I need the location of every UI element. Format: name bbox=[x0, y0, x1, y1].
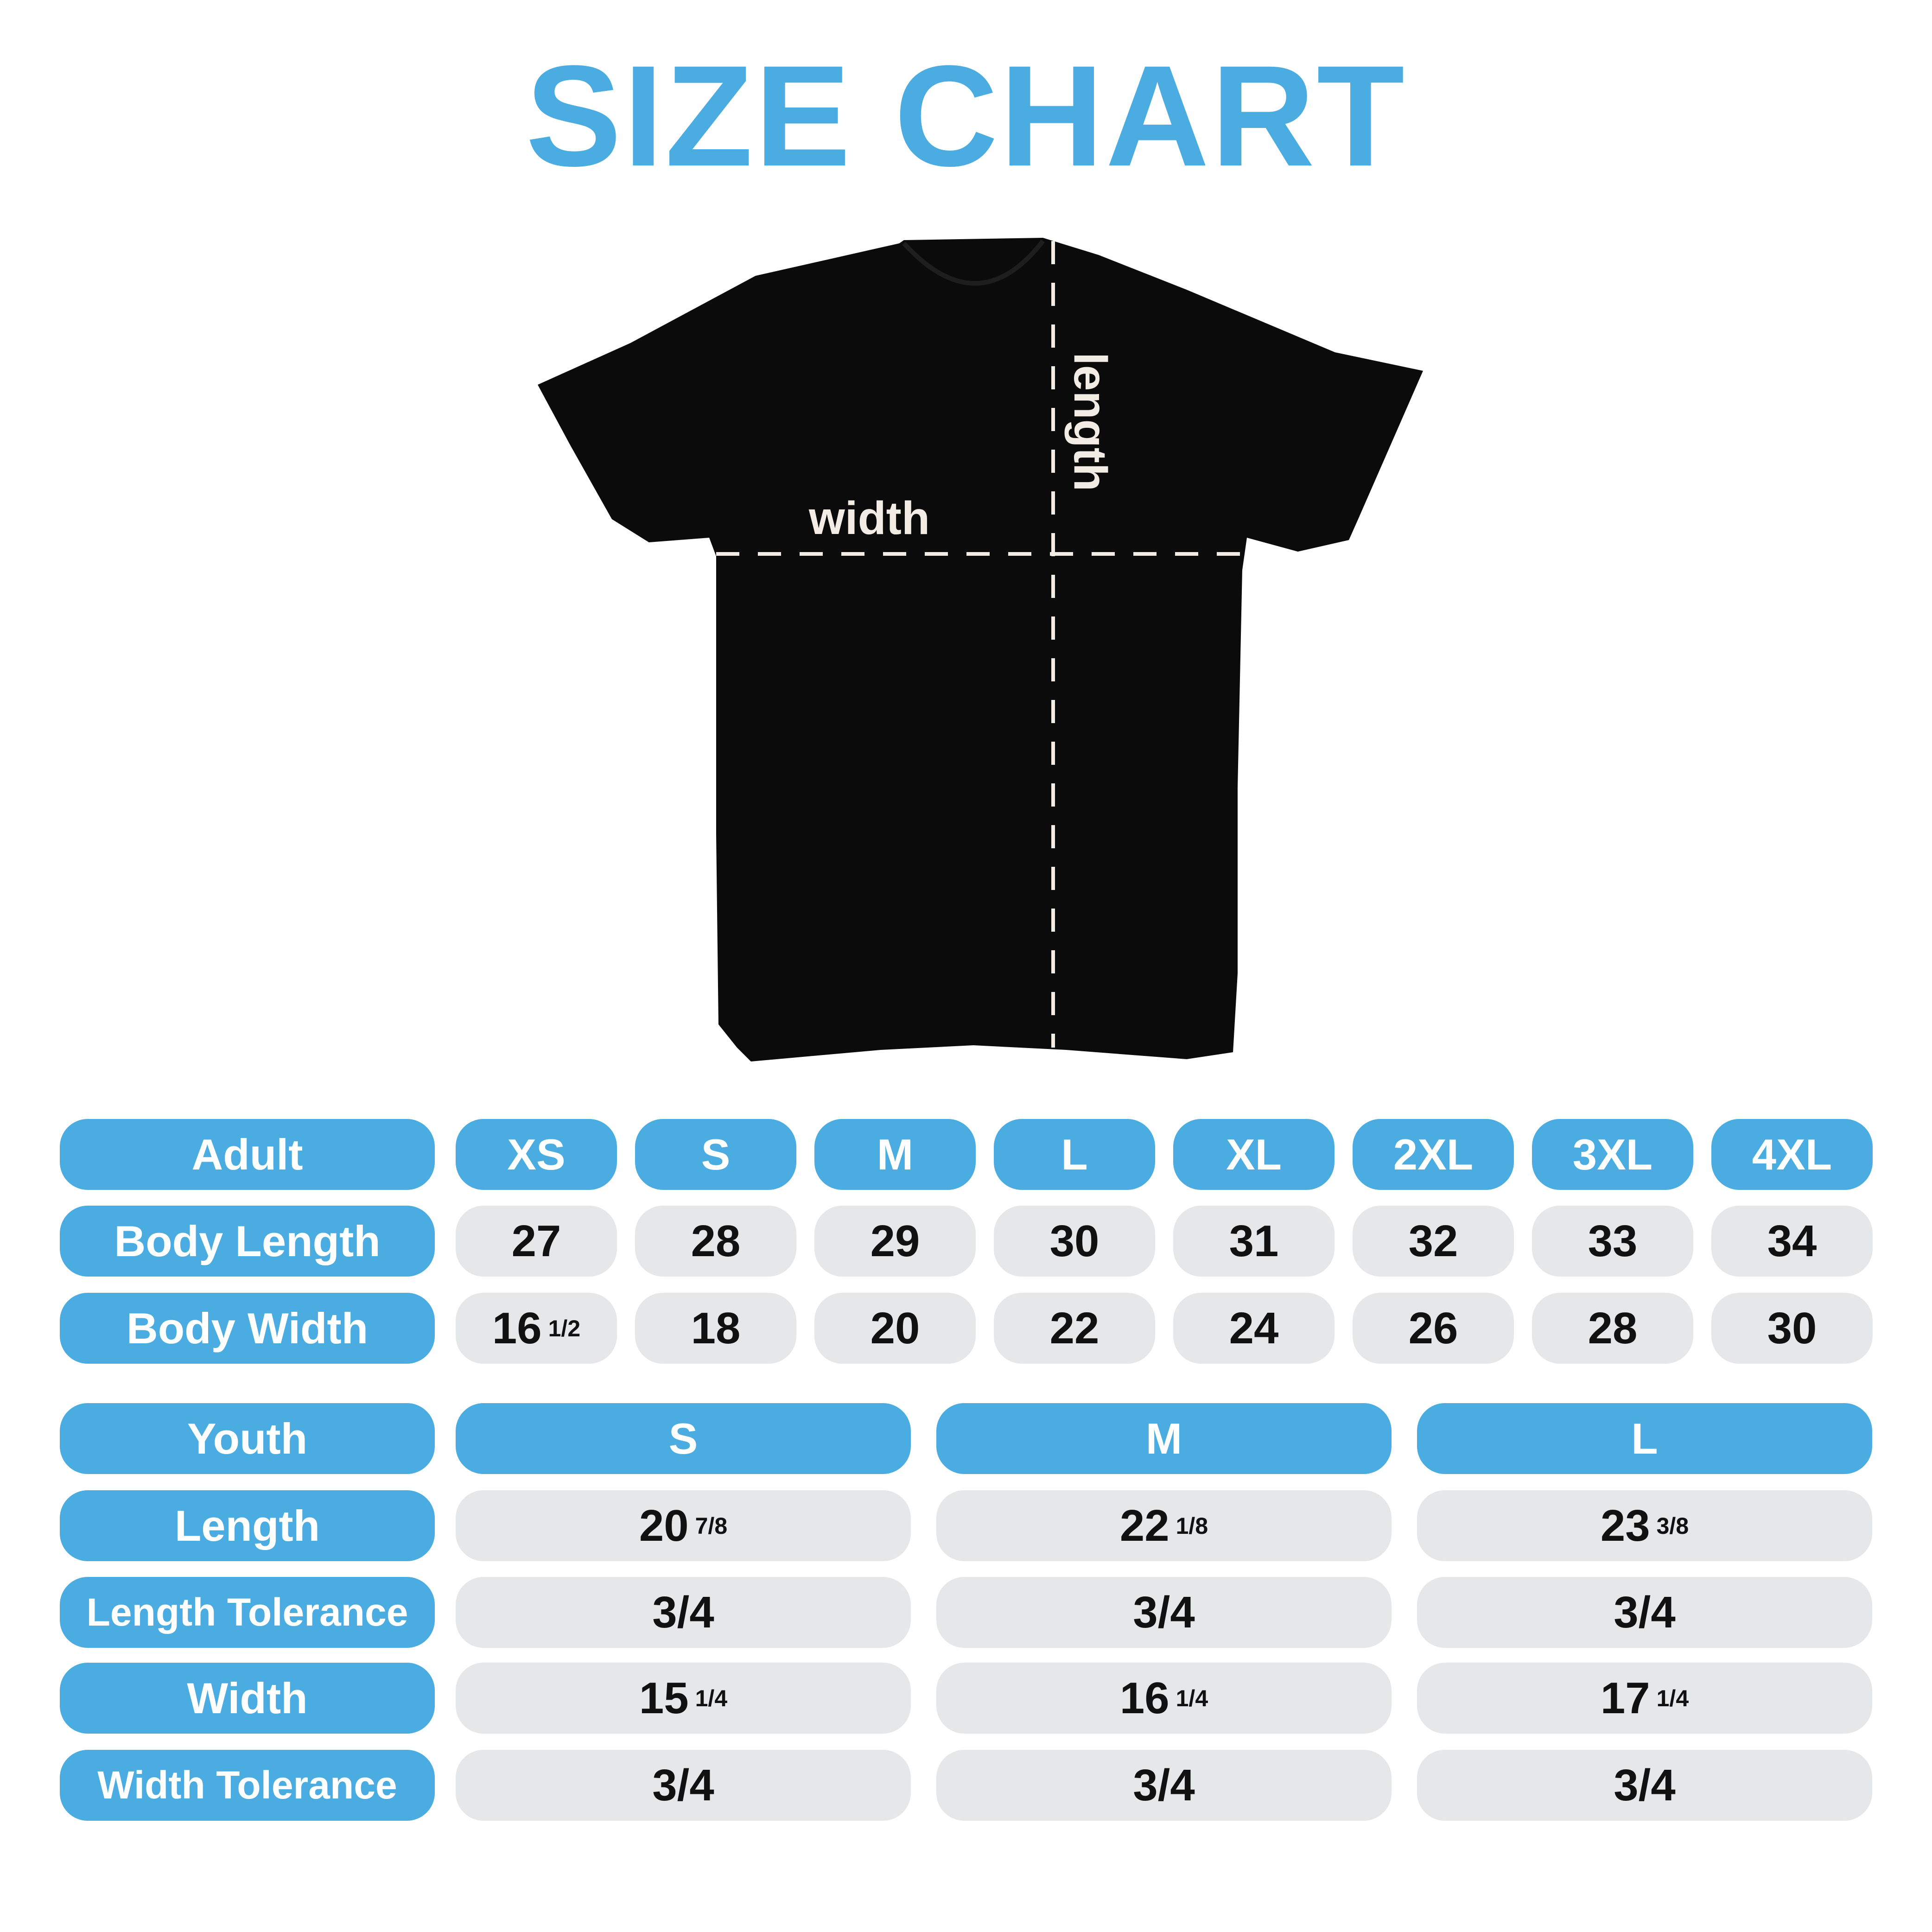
size-header-m: M bbox=[814, 1119, 976, 1190]
value-whole: 27 bbox=[511, 1216, 561, 1266]
value-whole: 30 bbox=[1049, 1216, 1099, 1266]
value-whole: 3/4 bbox=[1614, 1760, 1676, 1810]
value-whole: 29 bbox=[870, 1216, 920, 1266]
tshirt-diagram: width length bbox=[538, 238, 1423, 1061]
value-whole: 30 bbox=[1767, 1303, 1817, 1353]
value-fraction: 1/4 bbox=[1656, 1685, 1689, 1711]
youth-size-header-m: M bbox=[936, 1403, 1392, 1474]
table-cell-value: 34 bbox=[1711, 1206, 1873, 1277]
size-header-xl: XL bbox=[1173, 1119, 1335, 1190]
table-cell-value: 3/4 bbox=[1417, 1577, 1872, 1648]
table-cell-value: 3/4 bbox=[456, 1750, 911, 1821]
table-cell-value: 3/4 bbox=[936, 1750, 1392, 1821]
table-cell-value: 28 bbox=[1532, 1293, 1693, 1364]
value-whole: 3/4 bbox=[1614, 1587, 1676, 1637]
row-label-body-length: Body Length bbox=[60, 1206, 435, 1277]
row-label-length-tolerance: Length Tolerance bbox=[60, 1577, 435, 1648]
youth-size-header-l: L bbox=[1417, 1403, 1872, 1474]
value-whole: 16 bbox=[1119, 1673, 1169, 1723]
size-header-4xl: 4XL bbox=[1711, 1119, 1873, 1190]
size-header-3xl: 3XL bbox=[1532, 1119, 1693, 1190]
value-whole: 17 bbox=[1600, 1673, 1650, 1723]
value-fraction: 1/2 bbox=[548, 1315, 581, 1341]
table-cell-value: 17 1/4 bbox=[1417, 1663, 1872, 1734]
value-whole: 34 bbox=[1767, 1216, 1817, 1266]
row-label-width: Width bbox=[60, 1663, 435, 1734]
row-label-width-tolerance: Width Tolerance bbox=[60, 1750, 435, 1821]
page-title: SIZE CHART bbox=[526, 35, 1406, 196]
table-cell-value: 32 bbox=[1353, 1206, 1514, 1277]
value-fraction: 1/4 bbox=[1176, 1685, 1208, 1711]
table-cell-value: 3/4 bbox=[936, 1577, 1392, 1648]
size-header-s: S bbox=[635, 1119, 796, 1190]
youth-header-label: Youth bbox=[60, 1403, 435, 1474]
value-whole: 20 bbox=[870, 1303, 920, 1353]
value-fraction: 7/8 bbox=[695, 1513, 728, 1539]
table-cell-value: 3/4 bbox=[1417, 1750, 1872, 1821]
value-whole: 24 bbox=[1229, 1303, 1279, 1353]
value-whole: 20 bbox=[639, 1500, 689, 1551]
value-whole: 22 bbox=[1119, 1500, 1169, 1551]
table-cell-value: 27 bbox=[456, 1206, 617, 1277]
table-cell-value: 22 bbox=[994, 1293, 1155, 1364]
value-whole: 16 bbox=[492, 1303, 542, 1353]
value-fraction: 1/8 bbox=[1176, 1513, 1208, 1539]
table-cell-value: 15 1/4 bbox=[456, 1663, 911, 1734]
value-whole: 32 bbox=[1408, 1216, 1458, 1266]
value-whole: 31 bbox=[1229, 1216, 1279, 1266]
adult-header-label: Adult bbox=[60, 1119, 435, 1190]
value-whole: 3/4 bbox=[1133, 1587, 1195, 1637]
size-header-xs: XS bbox=[456, 1119, 617, 1190]
table-cell-value: 24 bbox=[1173, 1293, 1335, 1364]
table-cell-value: 33 bbox=[1532, 1206, 1693, 1277]
value-whole: 3/4 bbox=[652, 1587, 714, 1637]
value-whole: 18 bbox=[691, 1303, 741, 1353]
value-fraction: 3/8 bbox=[1656, 1513, 1689, 1539]
table-cell-value: 23 3/8 bbox=[1417, 1490, 1872, 1561]
value-whole: 33 bbox=[1588, 1216, 1638, 1266]
table-cell-value: 16 1/2 bbox=[456, 1293, 617, 1364]
youth-size-header-s: S bbox=[456, 1403, 911, 1474]
collar bbox=[902, 239, 1045, 286]
table-cell-value: 20 bbox=[814, 1293, 976, 1364]
value-whole: 3/4 bbox=[652, 1760, 714, 1810]
size-header-2xl: 2XL bbox=[1353, 1119, 1514, 1190]
table-cell-value: 26 bbox=[1353, 1293, 1514, 1364]
width-label: width bbox=[808, 492, 930, 544]
value-whole: 28 bbox=[691, 1216, 741, 1266]
table-cell-value: 22 1/8 bbox=[936, 1490, 1392, 1561]
row-label-body-width: Body Width bbox=[60, 1293, 435, 1364]
table-cell-value: 16 1/4 bbox=[936, 1663, 1392, 1734]
value-whole: 26 bbox=[1408, 1303, 1458, 1353]
table-cell-value: 31 bbox=[1173, 1206, 1335, 1277]
table-cell-value: 28 bbox=[635, 1206, 796, 1277]
table-cell-value: 18 bbox=[635, 1293, 796, 1364]
length-label: length bbox=[1064, 352, 1116, 491]
value-fraction: 1/4 bbox=[695, 1685, 728, 1711]
value-whole: 22 bbox=[1049, 1303, 1099, 1353]
value-whole: 28 bbox=[1588, 1303, 1638, 1353]
table-cell-value: 30 bbox=[994, 1206, 1155, 1277]
size-header-l: L bbox=[994, 1119, 1155, 1190]
table-cell-value: 3/4 bbox=[456, 1577, 911, 1648]
tshirt-shape bbox=[538, 238, 1423, 1061]
table-cell-value: 29 bbox=[814, 1206, 976, 1277]
value-whole: 15 bbox=[639, 1673, 689, 1723]
value-whole: 3/4 bbox=[1133, 1760, 1195, 1810]
table-cell-value: 20 7/8 bbox=[456, 1490, 911, 1561]
value-whole: 23 bbox=[1600, 1500, 1650, 1551]
row-label-length: Length bbox=[60, 1490, 435, 1561]
table-cell-value: 30 bbox=[1711, 1293, 1873, 1364]
